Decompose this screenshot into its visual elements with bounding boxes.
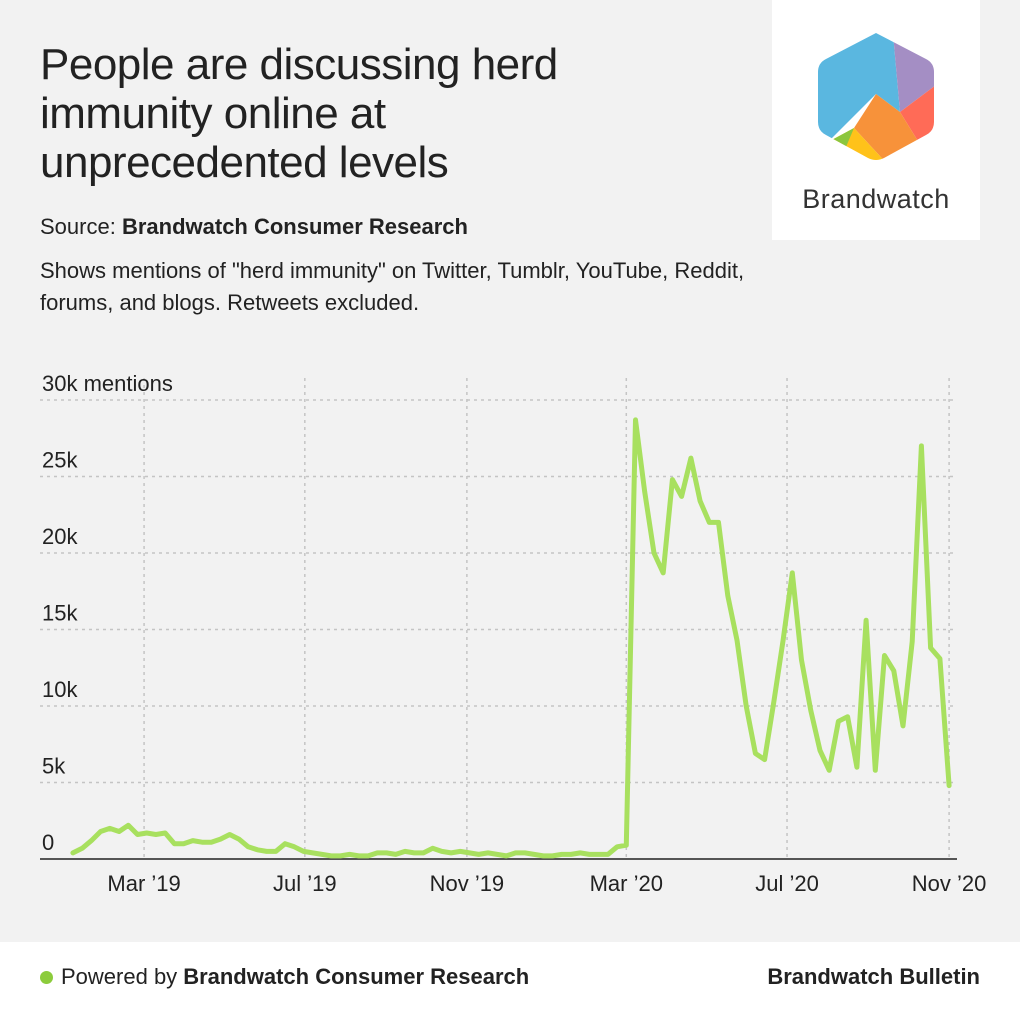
y-axis-unit-label: 30k mentions [42, 371, 173, 396]
x-tick-label: Mar ’20 [590, 871, 663, 896]
y-tick-label: 20k [42, 524, 78, 549]
source-name: Brandwatch Consumer Research [121, 214, 468, 239]
brandwatch-logo: Brandwatch [772, 0, 980, 240]
chart-subtitle: Shows mentions of "herd immunity" on Twi… [40, 258, 745, 315]
powered-name: Brandwatch Consumer Research [183, 964, 530, 989]
footer-brand: Brandwatch Bulletin [767, 964, 980, 989]
status-dot-icon [40, 970, 53, 984]
x-tick-label: Nov ’20 [912, 871, 987, 896]
source-line: Source: Brandwatch Consumer Research [40, 214, 468, 240]
y-tick-label: 10k [42, 677, 78, 702]
logo-green-piece [818, 120, 854, 160]
x-tick-label: Jul ’20 [755, 871, 819, 896]
brandwatch-wordmark: Brandwatch [802, 184, 950, 214]
source-label: Source: [40, 214, 116, 239]
footer: Powered by Brandwatch Consumer Research … [0, 942, 1020, 1020]
x-tick-label: Jul ’19 [273, 871, 337, 896]
x-tick-label: Nov ’19 [430, 871, 505, 896]
line-chart: 0 5k 10k 15k 20k 25k Mar ’19 Jul ’19 Nov ’19 Mar … [40, 371, 987, 896]
footer-powered-by: Powered by Brandwatch Consumer Research [40, 964, 529, 990]
page-title: People are discussing herd immunity onli… [40, 40, 558, 187]
chart-grid [40, 378, 957, 859]
series-line-mentions [70, 417, 952, 859]
y-tick-label: 0 [42, 830, 54, 855]
y-tick-label: 5k [42, 754, 66, 779]
y-tick-label: 15k [42, 601, 78, 626]
y-tick-label: 25k [42, 448, 78, 473]
chart-axes: 0 5k 10k 15k 20k 25k Mar ’19 Jul ’19 Nov ’19 Mar … [40, 448, 987, 896]
powered-label: Powered by [61, 964, 178, 989]
x-tick-label: Mar ’19 [107, 871, 180, 896]
chart-series [70, 417, 952, 859]
brandwatch-hexagon-icon [818, 33, 934, 160]
